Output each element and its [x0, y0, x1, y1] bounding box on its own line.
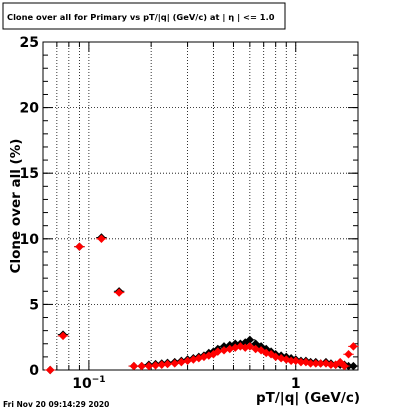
chart-title: Clone over all for Primary vs pT/|q| (Ge…: [7, 12, 275, 22]
y-axis-title: Clone over all (%): [8, 139, 24, 274]
data-point: [316, 359, 325, 368]
data-point: [75, 242, 84, 251]
data-point: [45, 365, 55, 375]
y-tick-label: 10: [20, 232, 40, 248]
data-point: [245, 335, 255, 345]
data-point: [219, 346, 229, 355]
y-tick-label: 25: [20, 35, 39, 51]
data-point: [137, 361, 146, 371]
data-point: [151, 361, 160, 370]
y-tick-label: 5: [29, 297, 39, 313]
y-tick-label: 0: [29, 363, 39, 379]
data-point: [241, 343, 250, 352]
footer-timestamp: Fri Nov 20 09:14:29 2020: [3, 400, 109, 409]
data-point: [177, 357, 186, 367]
data-point: [349, 342, 358, 351]
data-point: [349, 361, 358, 371]
grid: [43, 42, 358, 370]
title-box: Clone over all for Primary vs pT/|q| (Ge…: [2, 2, 286, 30]
data-point: [183, 356, 192, 366]
data-point: [144, 361, 154, 371]
title-frame: [2, 2, 286, 30]
series-markers: [44, 234, 359, 375]
data-point: [97, 234, 106, 243]
data-point: [58, 331, 68, 341]
x-tick-label: 10−1: [72, 375, 105, 392]
data-point: [170, 359, 179, 368]
y-tick-label: 15: [20, 166, 39, 182]
plot-frame: [42, 41, 359, 371]
data-point: [340, 361, 349, 371]
data-point: [241, 338, 250, 347]
data-point: [209, 350, 218, 359]
data-point: [157, 360, 166, 369]
data-point: [344, 350, 353, 359]
data-point: [245, 342, 255, 351]
y-tick-label: 20: [20, 101, 40, 117]
data-point: [114, 288, 124, 297]
data-point: [213, 347, 223, 356]
data-point: [163, 359, 172, 369]
x-tick-label: 1: [291, 376, 301, 392]
data-point: [129, 361, 139, 371]
x-axis-title: pT/|q| (GeV/c): [256, 390, 360, 406]
data-points: [44, 233, 359, 375]
